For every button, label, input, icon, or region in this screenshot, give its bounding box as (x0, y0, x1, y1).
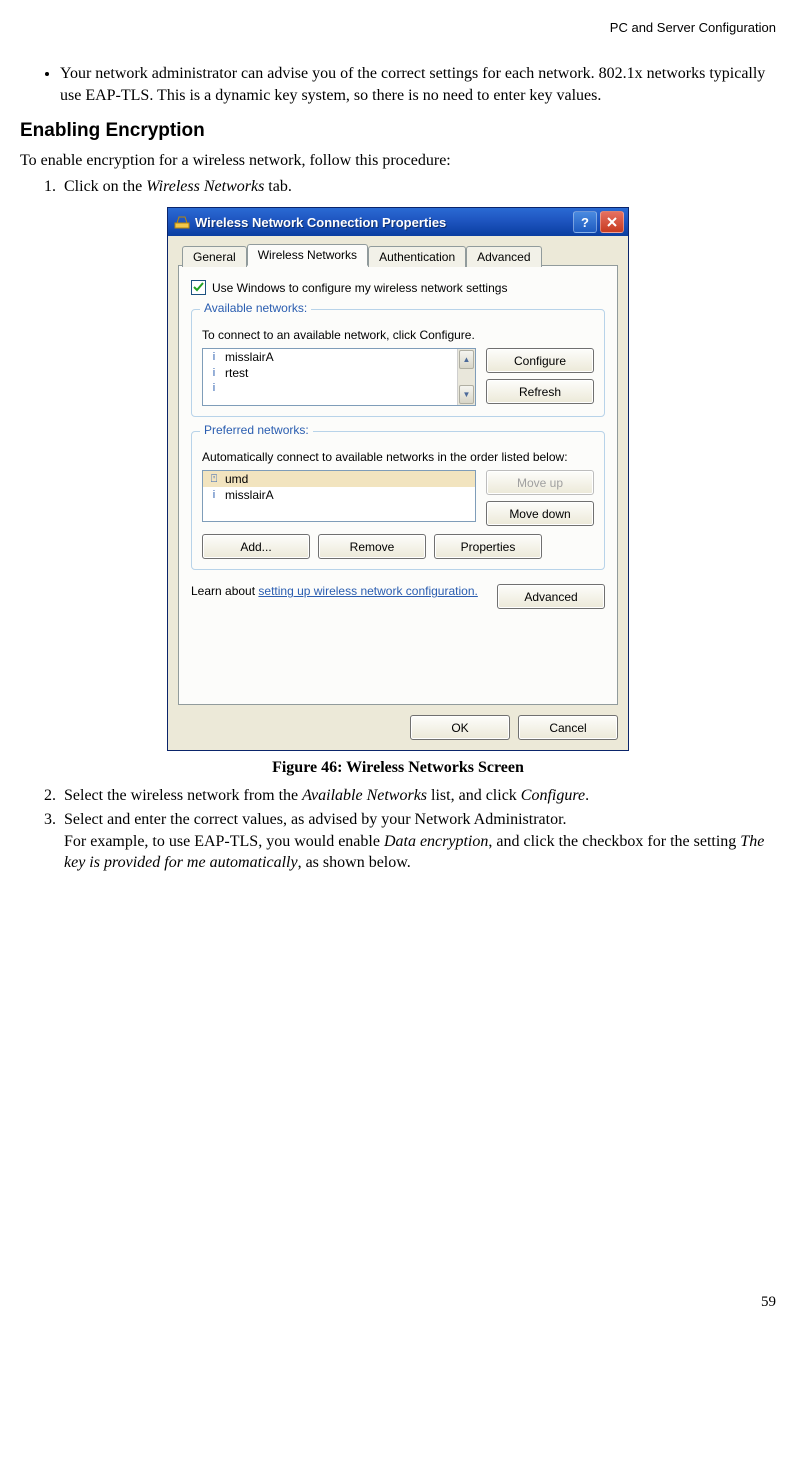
checkbox-icon[interactable] (191, 280, 206, 295)
step2-italic1: Available Networks (302, 787, 427, 804)
list-item[interactable]: i misslairA (203, 487, 475, 503)
section-heading: Enabling Encryption (20, 120, 776, 142)
help-button[interactable]: ? (573, 211, 597, 233)
steps-list-continued: Select the wireless network from the Ava… (20, 785, 776, 873)
add-button[interactable]: Add... (202, 534, 310, 559)
step-1: Click on the Wireless Networks tab. (60, 176, 776, 198)
list-item-label: umd (225, 472, 248, 486)
scrollbar[interactable]: ▲ ▼ (457, 349, 475, 405)
list-item-label: misslairA (225, 350, 274, 364)
step1-italic: Wireless Networks (146, 178, 264, 195)
close-button[interactable] (600, 211, 624, 233)
network-icon: ⍞ (207, 473, 221, 486)
tab-wireless-networks[interactable]: Wireless Networks (247, 244, 368, 266)
available-list-content: i misslairA irtest i (203, 349, 457, 405)
bullet-list: Your network administrator can advise yo… (20, 63, 776, 106)
app-icon (174, 214, 190, 230)
properties-button[interactable]: Properties (434, 534, 542, 559)
step3-l2-it1: Data encryption (384, 833, 488, 850)
preferred-networks-group: Preferred networks: Automatically connec… (191, 431, 605, 570)
available-listbox[interactable]: i misslairA irtest i ▲ ▼ (202, 348, 476, 406)
list-item-label: misslairA (225, 488, 274, 502)
step3-l2-pre: For example, to use EAP-TLS, you would e… (64, 833, 384, 850)
step2-post: . (585, 787, 589, 804)
tab-panel: Use Windows to configure my wireless net… (178, 265, 618, 705)
step3-l2-post: , as shown below. (298, 854, 411, 871)
configure-button[interactable]: Configure (486, 348, 594, 373)
list-item[interactable]: i misslairA (203, 349, 457, 365)
intro-text: To enable encryption for a wireless netw… (20, 150, 776, 172)
refresh-button[interactable]: Refresh (486, 379, 594, 404)
remove-button[interactable]: Remove (318, 534, 426, 559)
page-header: PC and Server Configuration (20, 20, 776, 35)
learn-row: Learn about setting up wireless network … (191, 584, 605, 609)
learn-link[interactable]: setting up wireless network configuratio… (258, 584, 477, 598)
available-group-title: Available networks: (200, 301, 311, 315)
scroll-track[interactable] (458, 370, 475, 384)
list-item[interactable]: ⍞ umd (203, 471, 475, 487)
learn-text: Learn about setting up wireless network … (191, 584, 478, 598)
step2-mid: list, and click (427, 787, 521, 804)
list-item-label: rtest (225, 366, 248, 380)
scroll-down-icon[interactable]: ▼ (459, 385, 474, 404)
bullet-item: Your network administrator can advise yo… (60, 63, 776, 106)
step-3: Select and enter the correct values, as … (60, 809, 776, 874)
xp-dialog: Wireless Network Connection Properties ?… (167, 207, 629, 751)
list-item[interactable]: irtest (203, 365, 457, 381)
move-down-button[interactable]: Move down (486, 501, 594, 526)
step2-pre: Select the wireless network from the (64, 787, 302, 804)
network-icon: i (207, 351, 221, 363)
step-2: Select the wireless network from the Ava… (60, 785, 776, 807)
steps-list: Click on the Wireless Networks tab. (20, 176, 776, 198)
tab-authentication[interactable]: Authentication (368, 246, 466, 267)
list-item[interactable]: i (203, 381, 457, 395)
step2-italic2: Configure (521, 787, 585, 804)
network-icon: i (207, 367, 221, 379)
available-networks-group: Available networks: To connect to an ava… (191, 309, 605, 417)
preferred-group-title: Preferred networks: (200, 423, 313, 437)
step3-l2-mid: , and click the checkbox for the setting (488, 833, 740, 850)
tabs-row: General Wireless Networks Authentication… (178, 244, 618, 266)
scroll-up-icon[interactable]: ▲ (459, 350, 474, 369)
preferred-instruction: Automatically connect to available netwo… (202, 450, 594, 464)
dialog-body: General Wireless Networks Authentication… (168, 236, 628, 750)
tab-advanced[interactable]: Advanced (466, 246, 541, 267)
available-instruction: To connect to an available network, clic… (202, 328, 594, 342)
ok-button[interactable]: OK (410, 715, 510, 740)
advanced-button[interactable]: Advanced (497, 584, 605, 609)
dialog-title: Wireless Network Connection Properties (195, 215, 570, 230)
move-up-button[interactable]: Move up (486, 470, 594, 495)
step1-post: tab. (264, 178, 292, 195)
checkbox-label: Use Windows to configure my wireless net… (212, 281, 507, 295)
use-windows-checkbox-row[interactable]: Use Windows to configure my wireless net… (191, 280, 605, 295)
learn-pre: Learn about (191, 584, 258, 598)
figure-caption: Figure 46: Wireless Networks Screen (20, 759, 776, 777)
dialog-footer: OK Cancel (178, 715, 618, 740)
network-icon: i (207, 489, 221, 501)
figure-container: Wireless Network Connection Properties ?… (20, 207, 776, 777)
step1-pre: Click on the (64, 178, 146, 195)
titlebar[interactable]: Wireless Network Connection Properties ? (168, 208, 628, 236)
page-number: 59 (20, 1294, 776, 1311)
preferred-list-content: ⍞ umd i misslairA (203, 471, 475, 521)
network-icon: i (207, 382, 221, 394)
cancel-button[interactable]: Cancel (518, 715, 618, 740)
step3-line1: Select and enter the correct values, as … (64, 811, 567, 828)
tab-general[interactable]: General (182, 246, 247, 267)
preferred-listbox[interactable]: ⍞ umd i misslairA (202, 470, 476, 522)
